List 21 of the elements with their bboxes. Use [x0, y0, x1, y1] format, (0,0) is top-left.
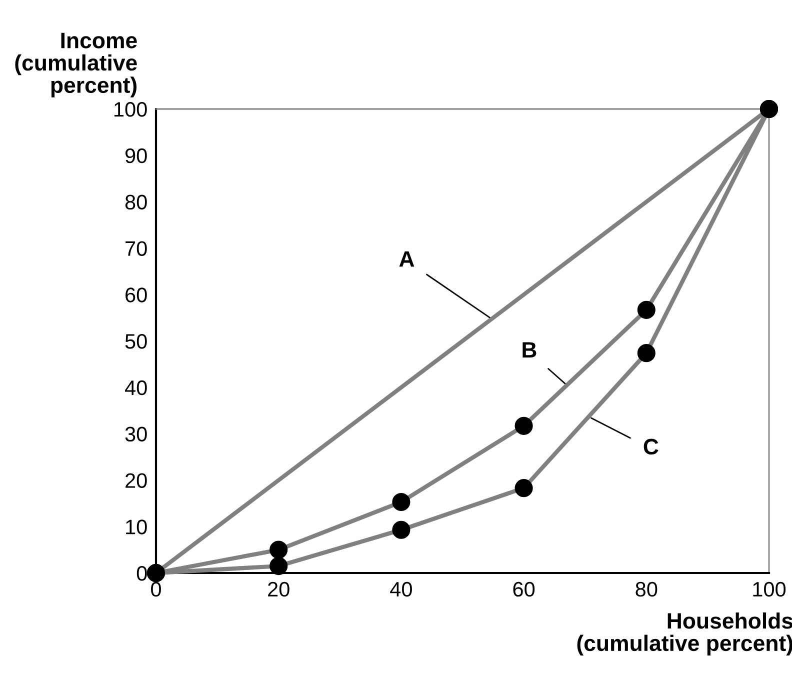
y-tick-label: 100: [114, 102, 147, 117]
y-tick-label: 90: [125, 148, 147, 164]
y-tick-label: 30: [125, 426, 147, 442]
y-tick-label: 50: [125, 334, 147, 349]
x-tick-label: 100: [753, 582, 786, 597]
y-tick-label: 10: [126, 520, 147, 534]
x-tick-label: 40: [390, 582, 412, 597]
x-tick-label: 80: [636, 582, 658, 597]
x-tick-label: 20: [268, 582, 290, 597]
y-tick-label: 40: [124, 380, 147, 396]
y-tick-label: 70: [126, 241, 147, 256]
annotation: A: [399, 251, 414, 267]
x-tick-label: 0: [151, 582, 161, 597]
annotation: C: [644, 438, 658, 455]
annotation: B: [522, 342, 536, 358]
y-tick-label: 0: [136, 566, 147, 581]
y-tick-label: 60: [126, 288, 147, 302]
y-axis-title: Income (cumulative percent): [15, 32, 137, 98]
y-tick-label: 20: [126, 473, 147, 488]
y-tick-label: 80: [125, 194, 147, 210]
x-tick-label: 60: [513, 582, 535, 597]
